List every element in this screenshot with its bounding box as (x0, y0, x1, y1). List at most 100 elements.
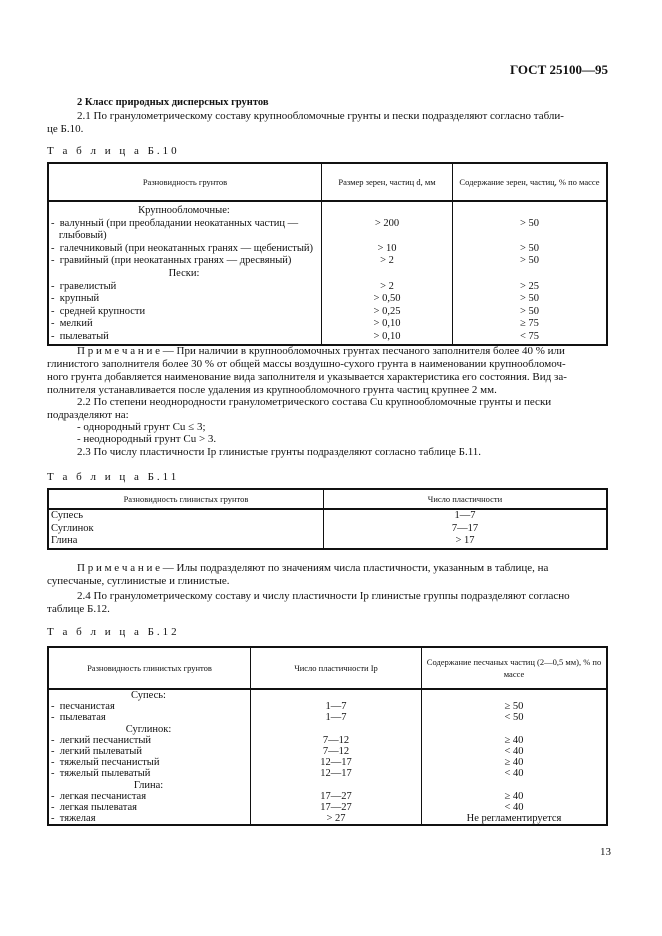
clay-type-cell: Супесь (47, 509, 324, 523)
col-header: Содержание песчаных частиц (2—0,5 мм), %… (421, 646, 608, 690)
table-row: - мелкий > 0,10 ≥ 75 (47, 318, 608, 331)
note-line: П р и м е ч а н и е — Илы подразделяют п… (77, 562, 549, 574)
clay-type-cell: - тяжелый песчанистый (47, 757, 251, 769)
clay-type-cell: Глина (47, 535, 324, 549)
soil-type-cell: - гравелистый (47, 280, 322, 294)
grain-size-cell: > 0,50 (321, 293, 453, 306)
clay-type-cell: Суглинок: (47, 723, 251, 735)
grain-content-cell (452, 267, 608, 281)
paragraph-2-1: 2.1 По гранулометрическому составу крупн… (77, 110, 564, 122)
plasticity-cell: 7—17 (323, 522, 608, 536)
sand-content-cell: ≥ 50 (421, 701, 608, 713)
soil-type-cell: - средней крупности (47, 305, 322, 319)
col-header: Число пластичности (323, 488, 608, 510)
table-10-label: Т а б л и ц а Б.10 (47, 145, 180, 157)
table-row: - тяжелый песчанистый 12—17 ≥ 40 (47, 757, 608, 769)
grain-size-cell: > 200 (321, 217, 453, 231)
page-number: 13 (600, 846, 611, 858)
sand-content-cell: ≥ 40 (421, 757, 608, 769)
list-item: - однородный грунт Cu ≤ 3; (77, 421, 206, 433)
table-row: Суглинок: (47, 723, 608, 735)
sand-content-cell: ≥ 40 (421, 790, 608, 803)
table-row: Пески: (47, 267, 608, 281)
table-12-label: Т а б л и ц а Б.12 (47, 626, 180, 638)
note-line: ного грунта добавляется наименование вид… (47, 371, 567, 383)
plasticity-cell: 7—12 (250, 734, 422, 747)
grain-size-cell: > 2 (321, 280, 453, 294)
table-11-label: Т а б л и ц а Б.11 (47, 471, 180, 483)
clay-type-cell: - легкий пылеватый (47, 746, 251, 758)
clay-type-cell: Суглинок (47, 522, 324, 536)
grain-content-cell: > 25 (452, 280, 608, 294)
table-b10: Разновидность грунтов Размер зерен, част… (47, 162, 608, 346)
plasticity-cell: 17—27 (250, 790, 422, 803)
table-row: Глина > 17 (47, 535, 608, 549)
plasticity-cell (250, 779, 422, 791)
plasticity-cell: 1—7 (250, 701, 422, 713)
clay-type-cell: - пылеватая (47, 712, 251, 724)
clay-type-cell: Глина: (47, 779, 251, 791)
table-row: - тяжелая > 27 Не регламентируется (47, 813, 608, 826)
doc-code: ГОСТ 25100—95 (509, 62, 608, 77)
table-row: Супесь: (47, 689, 608, 702)
paragraph-2-1-cont: це Б.10. (47, 123, 84, 135)
soil-type-cell: глыбовый) (47, 230, 322, 243)
table-row: - легкий пылеватый 7—12 < 40 (47, 746, 608, 758)
grain-content-cell: ≥ 75 (452, 318, 608, 331)
plasticity-cell: 12—17 (250, 757, 422, 769)
grain-content-cell: > 50 (452, 242, 608, 256)
paragraph-2-2: 2.2 По степени неоднородности грануломет… (77, 396, 552, 408)
grain-size-cell (321, 230, 453, 243)
table-row: Глина: (47, 779, 608, 791)
table-row: глыбовый) (47, 230, 608, 243)
table-row: - валунный (при преобладании неокатанных… (47, 217, 608, 231)
note-line: супесчаные, суглинистые и глинистые. (47, 575, 230, 587)
grain-content-cell (452, 201, 608, 218)
table-b12: Разновидность глинистых грунтов Число пл… (47, 646, 608, 827)
col-header: Разновидность глинистых грунтов (47, 646, 251, 690)
clay-type-cell: - легкая пылеватая (47, 802, 251, 814)
sand-content-cell: < 40 (421, 802, 608, 814)
table-row: - гравийный (при неокатанных гранях — др… (47, 255, 608, 268)
clay-type-cell: - песчанистая (47, 701, 251, 713)
table-row: - галечниковый (при неокатанных гранях —… (47, 242, 608, 256)
table-row: - тяжелый пылеватый 12—17 < 40 (47, 768, 608, 780)
sand-content-cell (421, 689, 608, 702)
table-row: - песчанистая 1—7 ≥ 50 (47, 701, 608, 713)
plasticity-cell: 12—17 (250, 768, 422, 780)
plasticity-cell: > 17 (323, 535, 608, 549)
sand-content-cell: < 40 (421, 768, 608, 780)
table-row: - легкий песчанистый 7—12 ≥ 40 (47, 734, 608, 747)
list-item: - неоднородный грунт Cu > 3. (77, 433, 217, 445)
clay-type-cell: - тяжелый пылеватый (47, 768, 251, 780)
sand-content-cell (421, 723, 608, 735)
paragraph-2-4-cont: таблице Б.12. (47, 603, 110, 615)
soil-type-cell: - мелкий (47, 318, 322, 331)
sand-content-cell: < 40 (421, 746, 608, 758)
grain-size-cell (321, 201, 453, 218)
soil-type-cell: Пески: (47, 267, 322, 281)
table-row: - легкая пылеватая 17—27 < 40 (47, 802, 608, 814)
table-row: - пылеватая 1—7 < 50 (47, 712, 608, 724)
paragraph-2-4: 2.4 По гранулометрическому составу и чис… (77, 590, 570, 602)
soil-type-cell: Крупнообломочные: (47, 201, 322, 218)
sand-content-cell: Не регламентируется (421, 813, 608, 826)
col-header: Число пластичности Ip (250, 646, 422, 690)
table-row: - пылеватый > 0,10 < 75 (47, 330, 608, 345)
grain-content-cell: > 50 (452, 305, 608, 319)
sand-content-cell: < 50 (421, 712, 608, 724)
plasticity-cell: 7—12 (250, 746, 422, 758)
clay-type-cell: - легкая песчанистая (47, 790, 251, 803)
grain-size-cell: > 2 (321, 255, 453, 268)
col-header: Размер зерен, частиц d, мм (321, 162, 453, 202)
section-heading: 2 Класс природных дисперсных грунтов (77, 97, 269, 108)
grain-content-cell: > 50 (452, 255, 608, 268)
grain-size-cell: > 0,25 (321, 305, 453, 319)
table-row: Крупнообломочные: (47, 201, 608, 218)
plasticity-cell: 1—7 (250, 712, 422, 724)
clay-type-cell: Супесь: (47, 689, 251, 702)
paragraph-2-2-cont: подразделяют на: (47, 409, 129, 421)
plasticity-cell (250, 723, 422, 735)
table-row: - гравелистый > 2 > 25 (47, 280, 608, 294)
